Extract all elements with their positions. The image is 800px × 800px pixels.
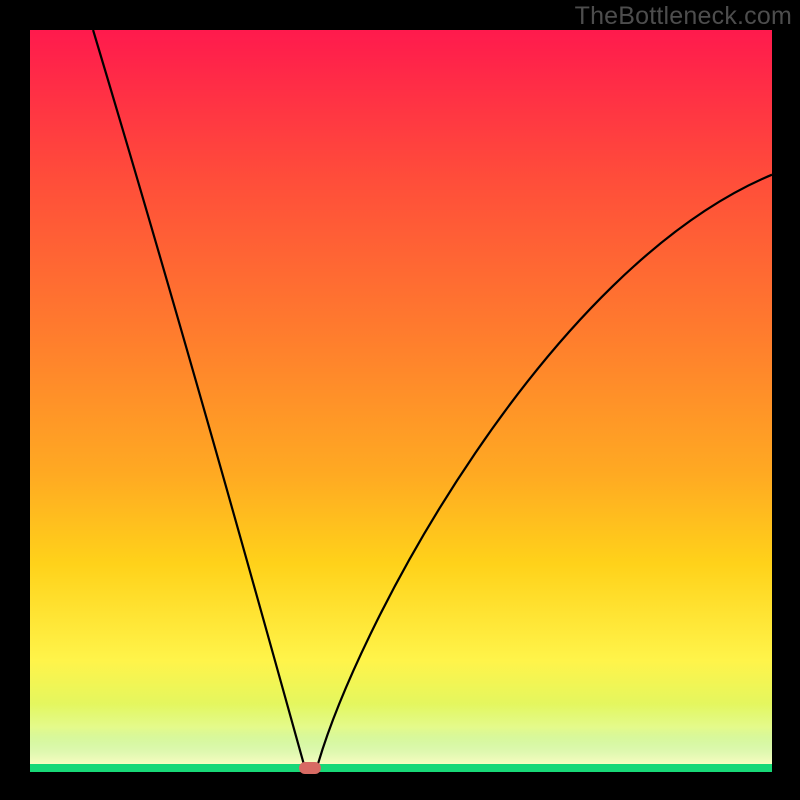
optimal-point-marker — [299, 762, 321, 774]
plot-area — [30, 30, 772, 772]
watermark-text: TheBottleneck.com — [575, 2, 792, 31]
baseline-strip — [30, 764, 772, 772]
chart-frame: TheBottleneck.com — [0, 0, 800, 800]
pale-band — [30, 704, 772, 764]
